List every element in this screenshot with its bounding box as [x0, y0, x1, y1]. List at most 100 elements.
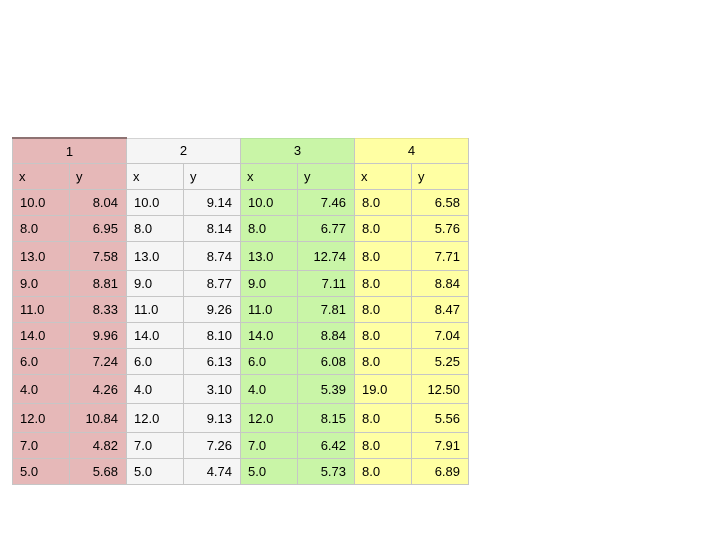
table-cell[interactable]: 6.08: [297, 348, 355, 375]
table-cell[interactable]: 3.10: [183, 374, 241, 404]
table-cell[interactable]: 19.0: [354, 374, 412, 404]
table-cell[interactable]: 12.0: [12, 403, 70, 433]
table-cell[interactable]: 5.76: [411, 215, 469, 242]
table-cell[interactable]: 7.46: [297, 189, 355, 216]
table-cell[interactable]: 8.0: [354, 348, 412, 375]
table-cell[interactable]: 6.89: [411, 458, 469, 485]
group-header-cell-3[interactable]: 3: [240, 137, 355, 164]
column-header-cell[interactable]: x: [354, 163, 412, 190]
table-cell[interactable]: 7.11: [297, 270, 355, 297]
table-cell[interactable]: 8.0: [126, 215, 184, 242]
table-cell[interactable]: 8.84: [297, 322, 355, 349]
table-cell[interactable]: 8.0: [354, 322, 412, 349]
table-cell[interactable]: 8.15: [297, 403, 355, 433]
table-cell[interactable]: 9.13: [183, 403, 241, 433]
table-cell[interactable]: 5.25: [411, 348, 469, 375]
table-cell[interactable]: 6.0: [240, 348, 298, 375]
table-cell[interactable]: 8.0: [354, 403, 412, 433]
table-cell[interactable]: 6.0: [126, 348, 184, 375]
table-cell[interactable]: 5.0: [126, 458, 184, 485]
table-cell[interactable]: 6.0: [12, 348, 70, 375]
table-cell[interactable]: 8.81: [69, 270, 127, 297]
table-cell[interactable]: 7.81: [297, 296, 355, 323]
table-cell[interactable]: 12.74: [297, 241, 355, 271]
table-cell[interactable]: 12.50: [411, 374, 469, 404]
table-cell[interactable]: 7.04: [411, 322, 469, 349]
table-cell[interactable]: 10.84: [69, 403, 127, 433]
table-cell[interactable]: 5.39: [297, 374, 355, 404]
table-cell[interactable]: 5.68: [69, 458, 127, 485]
table-cell[interactable]: 9.0: [240, 270, 298, 297]
table-cell[interactable]: 6.58: [411, 189, 469, 216]
table-cell[interactable]: 8.0: [354, 189, 412, 216]
table-cell[interactable]: 10.0: [240, 189, 298, 216]
table-cell[interactable]: 11.0: [126, 296, 184, 323]
table-cell[interactable]: 7.26: [183, 432, 241, 459]
table-cell[interactable]: 11.0: [12, 296, 70, 323]
table-cell[interactable]: 8.84: [411, 270, 469, 297]
table-cell[interactable]: 13.0: [240, 241, 298, 271]
table-cell[interactable]: 8.04: [69, 189, 127, 216]
group-header-cell-4[interactable]: 4: [354, 137, 469, 164]
table-cell[interactable]: 6.77: [297, 215, 355, 242]
column-header-cell[interactable]: x: [12, 163, 70, 190]
table-cell[interactable]: 5.56: [411, 403, 469, 433]
table-cell[interactable]: 8.0: [12, 215, 70, 242]
table-cell[interactable]: 8.0: [240, 215, 298, 242]
table-cell[interactable]: 4.82: [69, 432, 127, 459]
table-cell[interactable]: 14.0: [126, 322, 184, 349]
table-cell[interactable]: 10.0: [12, 189, 70, 216]
column-header-cell[interactable]: y: [69, 163, 127, 190]
table-cell[interactable]: 10.0: [126, 189, 184, 216]
table-cell[interactable]: 8.74: [183, 241, 241, 271]
column-header-cell[interactable]: x: [126, 163, 184, 190]
table-cell[interactable]: 14.0: [240, 322, 298, 349]
group-header-cell-2[interactable]: 2: [126, 137, 241, 164]
group-header-cell-1[interactable]: 1: [12, 137, 127, 164]
table-cell[interactable]: 6.13: [183, 348, 241, 375]
table-cell[interactable]: 9.26: [183, 296, 241, 323]
table-cell[interactable]: 9.0: [126, 270, 184, 297]
table-cell[interactable]: 8.10: [183, 322, 241, 349]
table-cell[interactable]: 7.24: [69, 348, 127, 375]
table-cell[interactable]: 4.0: [240, 374, 298, 404]
table-cell[interactable]: 5.0: [12, 458, 70, 485]
table-cell[interactable]: 7.0: [240, 432, 298, 459]
table-cell[interactable]: 6.95: [69, 215, 127, 242]
table-cell[interactable]: 13.0: [12, 241, 70, 271]
table-cell[interactable]: 12.0: [240, 403, 298, 433]
column-header-cell[interactable]: x: [240, 163, 298, 190]
table-cell[interactable]: 5.0: [240, 458, 298, 485]
table-cell[interactable]: 4.0: [126, 374, 184, 404]
table-cell[interactable]: 14.0: [12, 322, 70, 349]
column-header-cell[interactable]: y: [411, 163, 469, 190]
table-cell[interactable]: 7.91: [411, 432, 469, 459]
table-cell[interactable]: 8.77: [183, 270, 241, 297]
table-cell[interactable]: 7.0: [126, 432, 184, 459]
table-cell[interactable]: 8.47: [411, 296, 469, 323]
table-cell[interactable]: 11.0: [240, 296, 298, 323]
table-cell[interactable]: 5.73: [297, 458, 355, 485]
table-cell[interactable]: 9.96: [69, 322, 127, 349]
table-cell[interactable]: 8.14: [183, 215, 241, 242]
table-cell[interactable]: 6.42: [297, 432, 355, 459]
table-cell[interactable]: 8.0: [354, 458, 412, 485]
table-cell[interactable]: 4.0: [12, 374, 70, 404]
table-cell[interactable]: 7.0: [12, 432, 70, 459]
table-cell[interactable]: 8.0: [354, 241, 412, 271]
table-cell[interactable]: 12.0: [126, 403, 184, 433]
table-cell[interactable]: 9.0: [12, 270, 70, 297]
table-cell[interactable]: 4.26: [69, 374, 127, 404]
table-cell[interactable]: 8.0: [354, 432, 412, 459]
column-header-cell[interactable]: y: [183, 163, 241, 190]
table-cell[interactable]: 8.0: [354, 215, 412, 242]
table-cell[interactable]: 4.74: [183, 458, 241, 485]
table-cell[interactable]: 9.14: [183, 189, 241, 216]
table-cell[interactable]: 8.33: [69, 296, 127, 323]
table-cell[interactable]: 7.71: [411, 241, 469, 271]
table-cell[interactable]: 7.58: [69, 241, 127, 271]
table-cell[interactable]: 8.0: [354, 296, 412, 323]
table-cell[interactable]: 8.0: [354, 270, 412, 297]
column-header-cell[interactable]: y: [297, 163, 355, 190]
table-cell[interactable]: 13.0: [126, 241, 184, 271]
